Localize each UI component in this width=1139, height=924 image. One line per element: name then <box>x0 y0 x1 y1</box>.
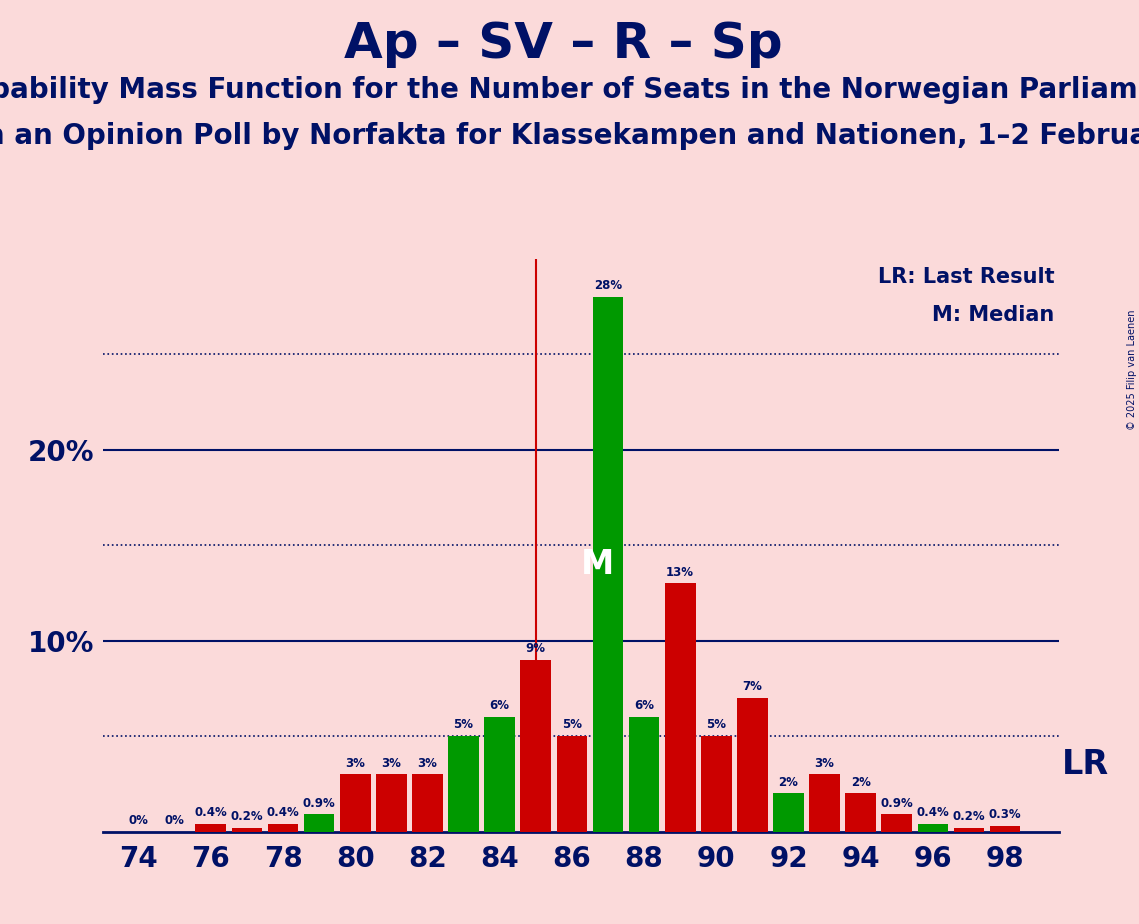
Bar <box>773 794 804 832</box>
Bar <box>231 828 262 832</box>
Text: 5%: 5% <box>453 718 474 732</box>
Text: 3%: 3% <box>382 757 401 770</box>
Text: 0.2%: 0.2% <box>952 810 985 823</box>
Text: 2%: 2% <box>779 775 798 788</box>
Bar <box>990 826 1021 832</box>
Text: M: M <box>581 548 614 581</box>
Text: Probability Mass Function for the Number of Seats in the Norwegian Parliament: Probability Mass Function for the Number… <box>0 76 1139 103</box>
Bar <box>845 794 876 832</box>
Text: 3%: 3% <box>418 757 437 770</box>
Bar <box>376 774 407 832</box>
Bar <box>882 814 912 832</box>
Bar <box>665 583 696 832</box>
Text: 0.3%: 0.3% <box>989 808 1022 821</box>
Bar <box>339 774 370 832</box>
Text: 2%: 2% <box>851 775 870 788</box>
Bar <box>700 736 731 832</box>
Text: Ap – SV – R – Sp: Ap – SV – R – Sp <box>344 20 784 68</box>
Bar <box>592 297 623 832</box>
Bar <box>953 828 984 832</box>
Bar <box>412 774 443 832</box>
Bar <box>629 717 659 832</box>
Text: 6%: 6% <box>490 699 509 712</box>
Bar <box>449 736 478 832</box>
Text: M: Median: M: Median <box>932 305 1055 324</box>
Text: 7%: 7% <box>743 680 762 693</box>
Text: Based on an Opinion Poll by Norfakta for Klassekampen and Nationen, 1–2 February: Based on an Opinion Poll by Norfakta for… <box>0 122 1139 150</box>
Text: 6%: 6% <box>634 699 654 712</box>
Text: LR: LR <box>1063 748 1109 782</box>
Text: 0.2%: 0.2% <box>230 810 263 823</box>
Text: 5%: 5% <box>562 718 582 732</box>
Text: 3%: 3% <box>814 757 835 770</box>
Bar <box>268 824 298 832</box>
Text: 0.4%: 0.4% <box>195 806 227 820</box>
Bar <box>196 824 227 832</box>
Text: 0.9%: 0.9% <box>303 796 336 809</box>
Bar <box>809 774 839 832</box>
Text: 0%: 0% <box>129 814 148 827</box>
Text: 13%: 13% <box>666 565 694 578</box>
Text: 0.4%: 0.4% <box>267 806 300 820</box>
Text: 9%: 9% <box>526 642 546 655</box>
Text: 28%: 28% <box>593 279 622 292</box>
Bar <box>521 660 551 832</box>
Text: 0.9%: 0.9% <box>880 796 913 809</box>
Text: 0.4%: 0.4% <box>917 806 949 820</box>
Bar <box>918 824 949 832</box>
Bar <box>484 717 515 832</box>
Text: 5%: 5% <box>706 718 727 732</box>
Text: © 2025 Filip van Laenen: © 2025 Filip van Laenen <box>1126 310 1137 430</box>
Text: 3%: 3% <box>345 757 366 770</box>
Text: LR: Last Result: LR: Last Result <box>878 267 1055 287</box>
Bar <box>557 736 588 832</box>
Bar <box>304 814 335 832</box>
Bar <box>737 698 768 832</box>
Text: 0%: 0% <box>165 814 185 827</box>
